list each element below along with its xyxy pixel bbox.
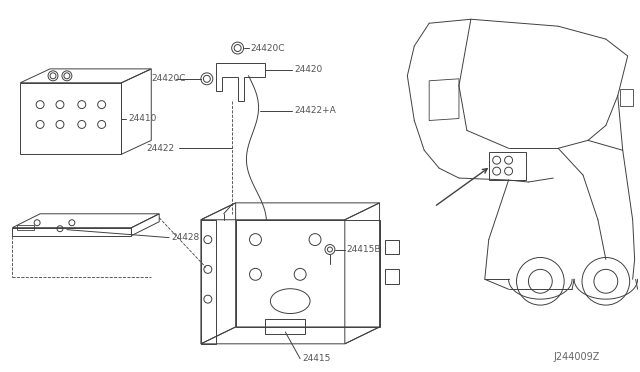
Text: 24428: 24428 xyxy=(171,233,200,242)
Text: J244009Z: J244009Z xyxy=(553,352,600,362)
Text: 24415B: 24415B xyxy=(347,245,381,254)
Text: 24420C: 24420C xyxy=(250,44,285,52)
Text: 24410: 24410 xyxy=(129,114,157,123)
Text: 24420: 24420 xyxy=(294,65,323,74)
Text: 24420C: 24420C xyxy=(151,74,186,83)
Text: 24422: 24422 xyxy=(147,144,175,153)
Text: 24422+A: 24422+A xyxy=(294,106,336,115)
Text: 24415: 24415 xyxy=(302,354,330,363)
